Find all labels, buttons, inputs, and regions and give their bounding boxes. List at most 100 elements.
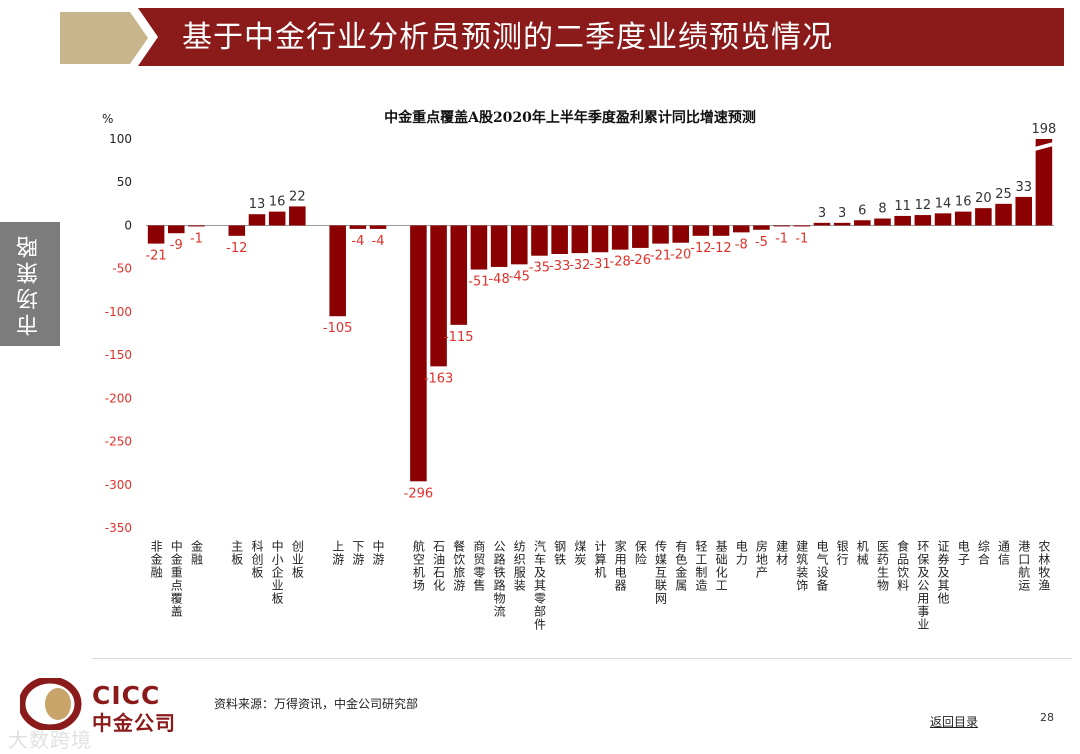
bar xyxy=(470,225,488,270)
sidebar-tab-label: 市场策略 xyxy=(17,232,42,336)
data-label: 3 xyxy=(818,206,826,221)
data-label: -28 xyxy=(610,255,631,270)
bar xyxy=(813,222,831,226)
data-label: 6 xyxy=(858,203,866,218)
x-tick-label: 煤炭 xyxy=(573,540,587,566)
bar xyxy=(611,225,629,250)
bar xyxy=(228,225,246,236)
data-label: 20 xyxy=(975,191,992,206)
data-label: -115 xyxy=(444,330,474,345)
bar xyxy=(833,222,851,226)
bar xyxy=(914,215,932,226)
data-label: -33 xyxy=(549,259,570,274)
page-title: 基于中金行业分析员预测的二季度业绩预览情况 xyxy=(182,20,833,55)
data-label: 3 xyxy=(838,206,846,221)
data-label: 12 xyxy=(915,198,932,213)
data-label: 22 xyxy=(289,189,306,204)
x-tick-label: 家用电器 xyxy=(613,539,627,592)
data-label: -32 xyxy=(569,258,590,273)
data-label: -51 xyxy=(468,275,489,290)
x-tick-label: 港口航运 xyxy=(1017,540,1031,592)
x-tick-label: 食品饮料 xyxy=(896,539,910,592)
bar xyxy=(591,225,609,253)
x-tick-label: 银行 xyxy=(835,540,849,566)
data-label: -163 xyxy=(424,371,454,386)
bar xyxy=(167,225,185,234)
x-tick-label: 建筑装饰 xyxy=(795,540,809,592)
bar xyxy=(753,225,770,230)
data-label: -1 xyxy=(775,231,788,246)
x-tick-label: 钢铁 xyxy=(553,540,567,566)
header-chevron-decoration xyxy=(60,12,148,64)
x-tick-label: 下游 xyxy=(351,540,365,566)
x-tick-label: 公路铁路物流 xyxy=(492,540,506,618)
data-label: -4 xyxy=(351,234,364,249)
y-tick-label: -350 xyxy=(105,521,132,535)
bar xyxy=(894,215,911,226)
logo-text-cn: 中金公司 xyxy=(92,711,176,735)
data-label: 25 xyxy=(995,187,1012,202)
x-tick-label: 机械 xyxy=(855,540,869,566)
bar xyxy=(1015,196,1033,226)
x-tick-label: 商贸零售 xyxy=(472,539,486,592)
y-tick-label: 0 xyxy=(124,218,132,232)
data-label: 16 xyxy=(955,195,972,210)
y-tick-label: -250 xyxy=(105,435,132,449)
x-tick-label: 农林牧渔 xyxy=(1037,540,1051,592)
x-tick-label: 电气设备 xyxy=(815,540,829,592)
bar xyxy=(329,225,346,317)
watermark: 大数跨境 xyxy=(8,728,92,752)
x-tick-label: 汽车及其零部件 xyxy=(532,539,546,631)
data-label: 16 xyxy=(269,195,286,210)
data-label: -35 xyxy=(529,261,550,276)
data-label: -20 xyxy=(670,248,691,263)
bar xyxy=(248,214,266,226)
bar xyxy=(268,211,286,226)
data-label: -48 xyxy=(488,272,509,287)
bar xyxy=(954,211,972,226)
data-label: -9 xyxy=(170,238,183,253)
bar xyxy=(874,218,891,226)
logo-text-en: CICC xyxy=(92,681,161,710)
data-label: -45 xyxy=(509,269,530,284)
x-tick-label: 基础化工 xyxy=(714,540,728,592)
data-label: 13 xyxy=(249,197,266,212)
data-label: -1 xyxy=(795,231,808,246)
bar xyxy=(854,220,871,226)
data-label: -105 xyxy=(323,321,353,336)
y-tick-label: 100 xyxy=(109,132,132,146)
bar xyxy=(490,225,508,267)
x-tick-label: 通信 xyxy=(997,540,1011,566)
bar xyxy=(773,225,790,227)
x-tick-label: 电力 xyxy=(734,540,748,566)
x-tick-label: 科创板 xyxy=(250,540,264,579)
x-tick-label: 保险 xyxy=(633,540,647,566)
x-tick-label: 证券及其他 xyxy=(936,540,950,605)
bar xyxy=(712,225,730,236)
bar xyxy=(672,225,689,243)
bar xyxy=(450,225,468,325)
y-tick-label: 50 xyxy=(117,175,132,189)
x-tick-label: 餐饮旅游 xyxy=(452,539,466,592)
bar xyxy=(571,225,589,254)
bar xyxy=(531,225,548,256)
x-tick-label: 上游 xyxy=(331,540,345,566)
data-label: -12 xyxy=(710,241,731,256)
bar xyxy=(732,225,750,233)
back-to-contents-link[interactable]: 返回目录 xyxy=(930,715,979,729)
earnings-growth-chart: 中金重点覆盖A股2020年上半年季度盈利累计同比增速预测% 100 50 0 -50 -1… xyxy=(102,109,1056,631)
bar xyxy=(410,225,427,482)
bar xyxy=(995,203,1012,226)
y-tick-label: -200 xyxy=(105,391,132,405)
x-tick-label: 主板 xyxy=(230,540,244,566)
data-label: -26 xyxy=(630,253,651,268)
x-tick-label: 综合 xyxy=(976,540,990,566)
data-label: 11 xyxy=(894,199,911,214)
chart-title: 中金重点覆盖A股2020年上半年季度盈利累计同比增速预测 xyxy=(384,109,756,126)
bar xyxy=(369,225,387,229)
x-tick-label: 航空机场 xyxy=(411,539,425,592)
data-label: -31 xyxy=(589,257,610,272)
data-label: -21 xyxy=(145,249,166,264)
x-tick-label: 中游 xyxy=(371,539,385,566)
data-label: -8 xyxy=(735,237,748,252)
